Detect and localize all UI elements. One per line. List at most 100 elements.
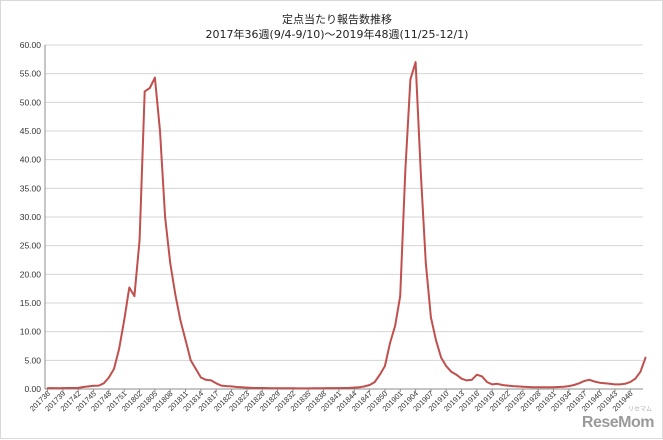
data-point — [419, 170, 422, 173]
watermark-text: ReseMom — [581, 414, 655, 431]
y-tick-label: 50.00 — [20, 97, 42, 107]
x-tick-labels: 2017362017392017422017452017482017512018… — [28, 389, 635, 413]
data-point — [337, 387, 340, 389]
data-point — [486, 381, 489, 384]
data-point — [527, 386, 529, 388]
data-point — [92, 384, 95, 387]
data-point — [348, 386, 351, 389]
y-tick-label: 55.00 — [20, 69, 42, 79]
data-point — [583, 380, 586, 382]
data-point — [567, 385, 570, 388]
data-point — [148, 87, 151, 89]
data-point — [629, 381, 632, 384]
data-point — [506, 384, 509, 387]
data-point — [373, 381, 376, 384]
data-point — [291, 387, 294, 390]
data-point — [194, 368, 197, 370]
data-point — [588, 378, 591, 381]
data-point — [552, 386, 555, 389]
y-tick-label: 25.00 — [20, 241, 42, 251]
data-point — [501, 384, 504, 386]
data-point — [118, 347, 121, 350]
data-point — [230, 385, 233, 388]
data-point — [312, 387, 315, 390]
data-point — [613, 383, 616, 386]
data-point — [537, 386, 540, 389]
data-point — [465, 379, 468, 382]
data-point — [205, 378, 207, 381]
data-point — [266, 387, 269, 390]
y-tick-labels: 0.00 5.00 10.00 15.00 20.00 25.00 30.00 35.00 40… — [20, 40, 42, 394]
data-point — [450, 370, 453, 373]
resemom-watermark-logo: リセマム ReseMom — [581, 406, 655, 432]
y-tick-label: 20.00 — [20, 269, 42, 279]
y-tick-label: 45.00 — [20, 126, 42, 136]
data-point — [210, 379, 213, 382]
data-point — [159, 130, 161, 132]
data-point — [245, 386, 248, 389]
data-point — [169, 261, 172, 264]
data-point — [225, 385, 228, 388]
data-point — [521, 385, 524, 388]
data-point — [153, 76, 156, 79]
data-point — [128, 286, 131, 289]
y-tick-label: 60.00 — [20, 40, 42, 50]
data-point — [496, 382, 499, 385]
data-point — [281, 387, 284, 390]
data-point — [608, 382, 611, 385]
data-point — [593, 380, 596, 383]
data-point — [368, 384, 371, 386]
data-point — [440, 356, 443, 359]
data-point — [317, 387, 320, 390]
y-tick-label: 30.00 — [20, 212, 42, 222]
data-point — [404, 170, 407, 173]
data-point — [302, 387, 305, 390]
data-point — [189, 359, 192, 362]
data-point — [77, 386, 80, 389]
data-point — [445, 365, 448, 367]
data-point — [286, 387, 289, 390]
grid-lines — [45, 44, 643, 361]
data-point — [619, 383, 621, 386]
data-point — [603, 382, 606, 385]
data-point — [399, 295, 402, 298]
y-tick-label: 0.00 — [24, 384, 41, 394]
data-point — [491, 383, 494, 386]
data-point — [429, 316, 432, 319]
chart-subtitle: 2017年36週(9/4-9/10)～2019年48週(11/25-12/1) — [206, 27, 469, 41]
data-point — [220, 384, 223, 387]
data-point — [179, 319, 182, 322]
data-point — [573, 384, 575, 386]
data-point — [174, 293, 177, 296]
watermark-subtext: リセマム — [627, 406, 652, 413]
data-point — [276, 387, 279, 390]
data-point — [511, 385, 514, 388]
data-point — [87, 385, 90, 388]
y-tick-label: 15.00 — [20, 298, 42, 308]
data-point — [46, 387, 49, 390]
data-point — [138, 239, 141, 241]
data-point — [271, 387, 274, 390]
data-point — [123, 319, 126, 322]
data-point — [516, 385, 519, 388]
data-point — [409, 78, 412, 81]
data-point — [363, 385, 366, 388]
data-point — [327, 387, 330, 390]
data-point — [547, 386, 550, 389]
data-point — [389, 342, 391, 345]
data-point — [51, 387, 54, 390]
chart-title: 定点当たり報告数推移 — [282, 12, 392, 26]
y-tick-label: 40.00 — [20, 155, 42, 165]
data-point — [424, 261, 427, 264]
data-point — [481, 375, 483, 378]
data-point — [67, 387, 69, 389]
data-point — [470, 378, 473, 381]
data-point — [562, 385, 565, 388]
data-point — [460, 377, 463, 380]
data-point — [82, 386, 85, 388]
data-point — [414, 61, 417, 64]
data-point — [143, 90, 146, 93]
series-layer — [46, 61, 647, 390]
